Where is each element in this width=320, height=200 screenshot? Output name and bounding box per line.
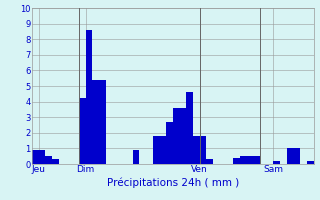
Bar bbox=[159, 136, 166, 164]
Bar bbox=[132, 150, 139, 164]
Bar bbox=[39, 150, 45, 164]
Bar bbox=[233, 158, 240, 164]
Bar bbox=[186, 92, 193, 164]
Bar bbox=[32, 150, 39, 164]
Bar bbox=[45, 156, 52, 164]
Bar bbox=[153, 136, 159, 164]
Bar bbox=[92, 80, 99, 164]
Bar bbox=[293, 148, 300, 164]
Bar bbox=[273, 161, 280, 164]
Bar bbox=[246, 156, 253, 164]
Bar bbox=[253, 156, 260, 164]
Bar bbox=[307, 161, 314, 164]
Bar bbox=[180, 108, 186, 164]
Bar bbox=[173, 108, 180, 164]
Bar bbox=[193, 136, 200, 164]
Bar bbox=[206, 159, 213, 164]
Bar bbox=[240, 156, 246, 164]
Bar bbox=[287, 148, 293, 164]
Bar bbox=[79, 98, 86, 164]
Bar bbox=[52, 159, 59, 164]
X-axis label: Précipitations 24h ( mm ): Précipitations 24h ( mm ) bbox=[107, 177, 239, 188]
Bar bbox=[99, 80, 106, 164]
Bar bbox=[86, 30, 92, 164]
Bar bbox=[200, 136, 206, 164]
Bar bbox=[166, 122, 173, 164]
